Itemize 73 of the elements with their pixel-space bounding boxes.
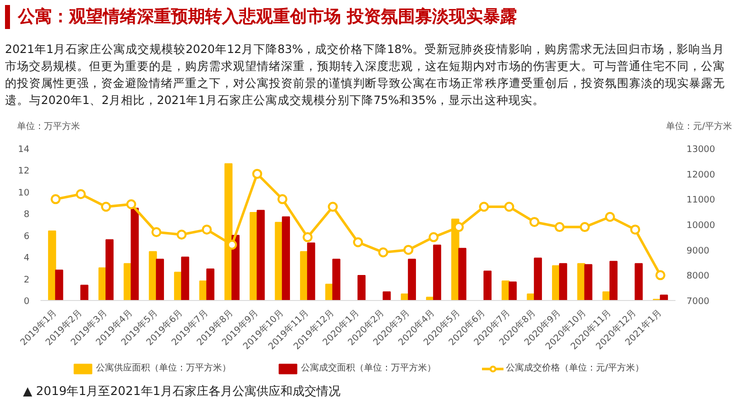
point: [630, 224, 640, 235]
y-tick-label: 4: [24, 254, 30, 264]
point: [176, 230, 187, 240]
legend-label: 公寓成交面积（单位：万平方米）: [300, 362, 436, 374]
y2-tick-label: 9000: [686, 246, 710, 256]
bar: [55, 270, 64, 300]
bar: [206, 268, 214, 300]
bar: [433, 244, 442, 300]
bar: [534, 258, 542, 300]
point: [580, 222, 590, 232]
bar: [382, 291, 391, 300]
y2-tick-label: 7000: [686, 297, 710, 307]
bar: [256, 210, 265, 300]
y-tick-label: 14: [18, 145, 30, 155]
bar: [332, 258, 340, 300]
y-tick-label: 0: [24, 297, 30, 307]
point: [101, 202, 112, 212]
point: [378, 247, 388, 258]
y-tick-label: 10: [18, 188, 30, 198]
bar: [358, 275, 366, 300]
y-axis-title: 单位：万平方米: [17, 121, 80, 134]
bar: [559, 263, 568, 300]
point: [252, 168, 262, 179]
bar: [609, 260, 618, 300]
point: [504, 202, 514, 212]
point: [50, 194, 61, 204]
y2-tick-label: 8000: [686, 272, 710, 282]
point: [353, 237, 363, 248]
bar: [80, 284, 88, 300]
chart-subtitle: 2021年1月石家庄公寓成交规模较2020年12月下降83%，成交价格下降18%。受新冠肺炎疫情影响，购房需求无法回归市场，影响当月市场交易规模。但更为重要的是，购房需求观望情绪深重，预期转入深度悲观，这在短期内对市场的伤害更大。可与普通住宅不同，公寓的投资属性更强，资金避险情绪严重之下，对公寓投资前景的谨慎判断导致公寓在市场正常秩序遭受重创后，投资氛围寡淡的现实暴露无遗。与2020年1、2月相比，2021年1月石家庄公寓成交规模分别下降75%和35%，显示出这种现实。: [5, 41, 726, 109]
bar: [307, 242, 316, 300]
bar: [483, 270, 492, 300]
y2-tick-label: 13000: [686, 145, 716, 155]
legend-label: 公寓成交价格（单位：元/平方米）: [506, 362, 644, 374]
y2-tick-label: 10000: [686, 221, 716, 231]
bar: [130, 208, 139, 300]
point: [428, 232, 439, 242]
y2-tick-label: 11000: [686, 196, 716, 206]
bar: [156, 258, 164, 300]
bar: [660, 294, 668, 300]
y-tick-label: 6: [24, 232, 30, 242]
y2-axis-title: 单位：元/平方米: [666, 121, 732, 134]
bar: [181, 256, 190, 300]
bar: [458, 248, 466, 300]
bar: [584, 264, 592, 300]
y-tick-label: 2: [24, 275, 30, 286]
bar: [508, 282, 517, 300]
bar: [282, 216, 290, 300]
point: [478, 202, 489, 212]
point: [403, 244, 414, 255]
point: [277, 194, 288, 204]
point: [529, 216, 540, 227]
point: [328, 202, 338, 212]
bar: [577, 263, 586, 300]
y-tick-label: 12: [18, 166, 30, 177]
bar: [325, 284, 334, 300]
point: [151, 227, 162, 238]
legend-label: 公寓供应面积（单位：万平方米）: [96, 362, 231, 374]
y2-tick-label: 12000: [686, 170, 716, 180]
bar: [408, 258, 416, 300]
point: [302, 232, 313, 242]
bar: [106, 239, 114, 300]
chart-title: 公寓：观望情绪深重预期转入悲观重创市场 投资氛围寡淡现实暴露: [5, 5, 517, 30]
point: [554, 222, 565, 232]
point: [126, 199, 136, 210]
y-tick-label: 8: [24, 210, 30, 220]
point: [655, 270, 666, 280]
point: [202, 224, 212, 235]
bar: [634, 263, 643, 300]
text: ▲ 2019年1月至2021年1月石家庄各月公寓供应和成交情况: [23, 383, 340, 400]
point: [76, 189, 86, 200]
point: [604, 212, 615, 222]
bar: [48, 230, 56, 300]
